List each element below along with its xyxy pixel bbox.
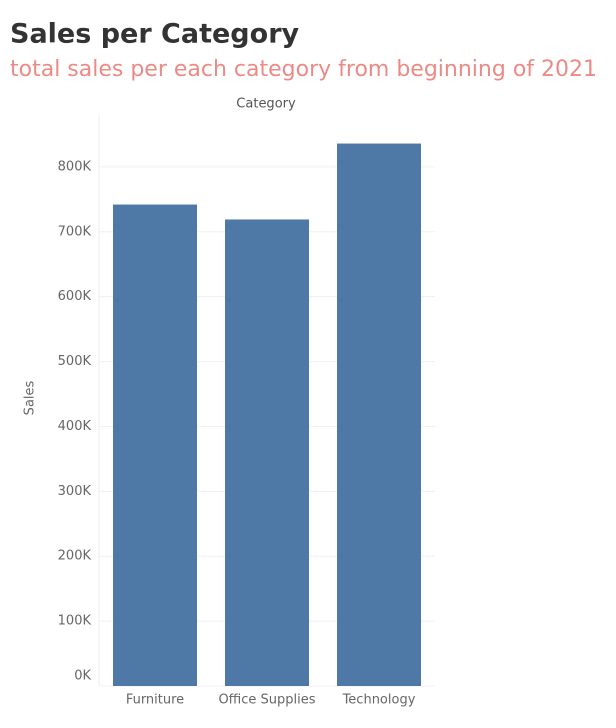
bar: [337, 143, 421, 687]
y-tick-label: 300K: [58, 484, 92, 499]
x-tick-label: Office Supplies: [218, 693, 315, 708]
x-tick-label: Technology: [342, 693, 416, 708]
y-tick-label: 100K: [58, 614, 92, 629]
y-tick-label: 200K: [58, 549, 92, 564]
y-tick-label: 500K: [58, 354, 92, 369]
x-header: Category: [236, 97, 296, 112]
bar: [113, 204, 197, 686]
y-tick-label: 0K: [74, 669, 91, 684]
x-tick-label: Furniture: [126, 693, 184, 708]
y-tick-label: 800K: [58, 159, 92, 174]
bar: [225, 219, 309, 686]
y-tick-label: 700K: [58, 224, 92, 239]
y-tick-label: 600K: [58, 289, 92, 304]
chart-title: Sales per Category: [10, 19, 300, 50]
y-axis-label: Sales: [23, 380, 38, 415]
y-tick-label: 400K: [58, 419, 92, 434]
chart-subtitle: total sales per each category from begin…: [10, 57, 597, 82]
